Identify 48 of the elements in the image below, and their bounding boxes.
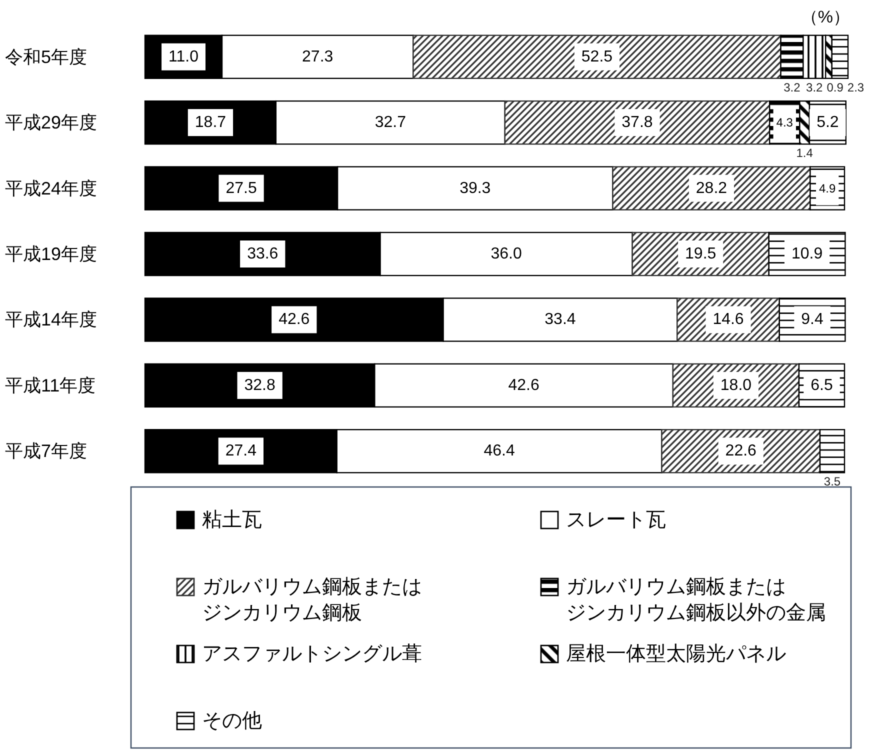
data-label: 42.6 bbox=[508, 376, 540, 394]
legend-label: ガルバリウム鋼板またはジンカリウム鋼板 bbox=[202, 576, 422, 624]
data-label: 3.5 bbox=[824, 474, 841, 489]
data-label: 37.8 bbox=[622, 114, 653, 132]
data-label: 28.2 bbox=[696, 180, 728, 197]
legend-label: アスファルトシングル葺 bbox=[202, 643, 422, 665]
data-label: 4.9 bbox=[819, 181, 836, 196]
data-label: 14.6 bbox=[712, 311, 744, 328]
data-label: 6.5 bbox=[810, 376, 833, 394]
data-label: 52.5 bbox=[581, 48, 613, 66]
data-label: 1.4 bbox=[796, 146, 814, 160]
data-label: 32.7 bbox=[374, 114, 406, 132]
y-tick-label: 平成24年度 bbox=[5, 178, 98, 198]
data-label: 2.3 bbox=[847, 80, 864, 94]
legend-label: ガルバリウム鋼板またはジンカリウム鋼板以外の金属 bbox=[566, 576, 826, 624]
legend-label: スレート瓦 bbox=[566, 509, 666, 531]
data-label: 3.2 bbox=[806, 80, 824, 94]
data-label: 27.4 bbox=[225, 442, 257, 460]
data-label: 39.3 bbox=[460, 180, 491, 197]
legend-label: その他 bbox=[202, 710, 262, 732]
data-label: 27.3 bbox=[302, 48, 334, 66]
data-label: 19.5 bbox=[685, 246, 716, 262]
y-tick-label: 平成7年度 bbox=[5, 441, 88, 462]
data-label: 0.9 bbox=[826, 80, 844, 94]
legend-label: 屋根一体型太陽光パネル bbox=[566, 643, 786, 665]
data-label: 18.0 bbox=[720, 376, 752, 394]
data-label: 3.2 bbox=[784, 80, 801, 94]
data-label: 10.9 bbox=[791, 246, 823, 262]
data-label: 18.7 bbox=[194, 114, 226, 132]
data-label: 36.0 bbox=[490, 246, 522, 262]
data-label: 33.4 bbox=[544, 311, 576, 328]
data-label: 46.4 bbox=[484, 442, 515, 460]
y-tick-label: 平成14年度 bbox=[5, 310, 98, 330]
data-label: 5.2 bbox=[816, 114, 839, 132]
data-label: 9.4 bbox=[801, 311, 824, 328]
data-label: 42.6 bbox=[278, 311, 310, 328]
data-label: 27.5 bbox=[226, 180, 257, 197]
data-label: 4.3 bbox=[776, 116, 794, 130]
y-tick-label: 平成11年度 bbox=[5, 375, 96, 396]
data-label: 11.0 bbox=[168, 48, 199, 66]
legend-label: 粘土瓦 bbox=[202, 509, 262, 531]
data-label: 33.6 bbox=[247, 246, 278, 262]
data-label: 22.6 bbox=[725, 442, 757, 460]
data-label: 32.8 bbox=[244, 376, 276, 394]
y-tick-label: 平成19年度 bbox=[5, 244, 98, 264]
y-tick-label: 平成29年度 bbox=[5, 112, 98, 133]
y-tick-label: 令和5年度 bbox=[5, 46, 88, 67]
annotation: （%） bbox=[800, 8, 850, 26]
